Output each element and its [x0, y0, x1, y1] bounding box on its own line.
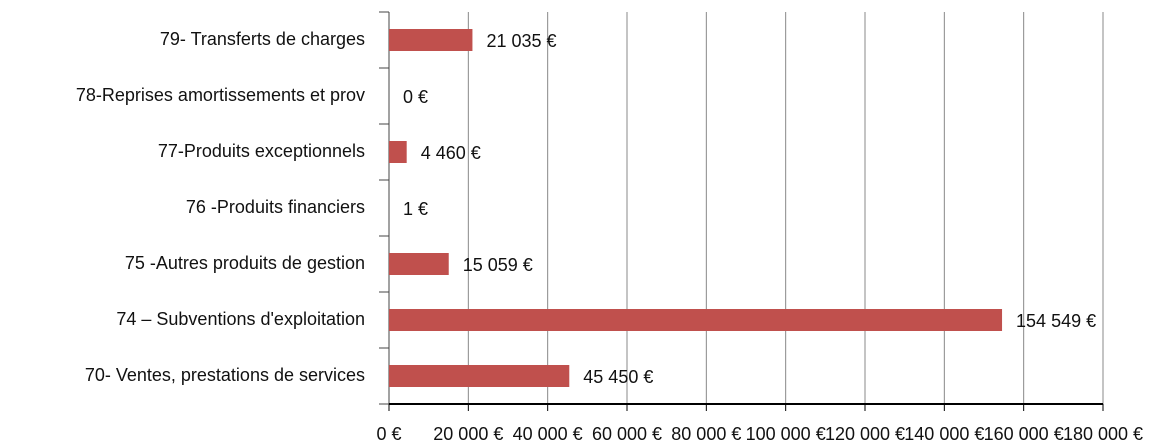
x-tick-label: 100 000 € — [746, 424, 826, 444]
x-tick-label: 60 000 € — [592, 424, 662, 444]
y-tick-label: 78-Reprises amortissements et prov — [76, 85, 365, 105]
bar — [389, 365, 570, 387]
y-tick-label: 77-Produits exceptionnels — [158, 141, 365, 161]
bar — [389, 253, 449, 275]
value-label: 45 450 € — [583, 367, 653, 387]
y-tick-label: 76 -Produits financiers — [186, 197, 365, 217]
value-label: 1 € — [403, 199, 428, 219]
bar — [389, 29, 473, 51]
y-tick-label: 70- Ventes, prestations de services — [85, 365, 365, 385]
y-tick-label: 75 -Autres produits de gestion — [125, 253, 365, 273]
value-label: 0 € — [403, 87, 428, 107]
bar — [389, 309, 1003, 331]
x-tick-label: 180 000 € — [1063, 424, 1143, 444]
value-label: 15 059 € — [463, 255, 533, 275]
x-tick-label: 0 € — [376, 424, 401, 444]
value-label: 154 549 € — [1016, 311, 1096, 331]
x-tick-label: 120 000 € — [825, 424, 905, 444]
value-label: 4 460 € — [421, 143, 481, 163]
x-tick-label: 80 000 € — [671, 424, 741, 444]
x-tick-label: 40 000 € — [513, 424, 583, 444]
x-tick-label: 160 000 € — [984, 424, 1064, 444]
x-tick-label: 140 000 € — [904, 424, 984, 444]
y-tick-label: 74 – Subventions d'exploitation — [116, 309, 365, 329]
value-label: 21 035 € — [486, 31, 556, 51]
y-tick-label: 79- Transferts de charges — [160, 29, 365, 49]
x-tick-label: 20 000 € — [433, 424, 503, 444]
bar — [389, 141, 407, 163]
